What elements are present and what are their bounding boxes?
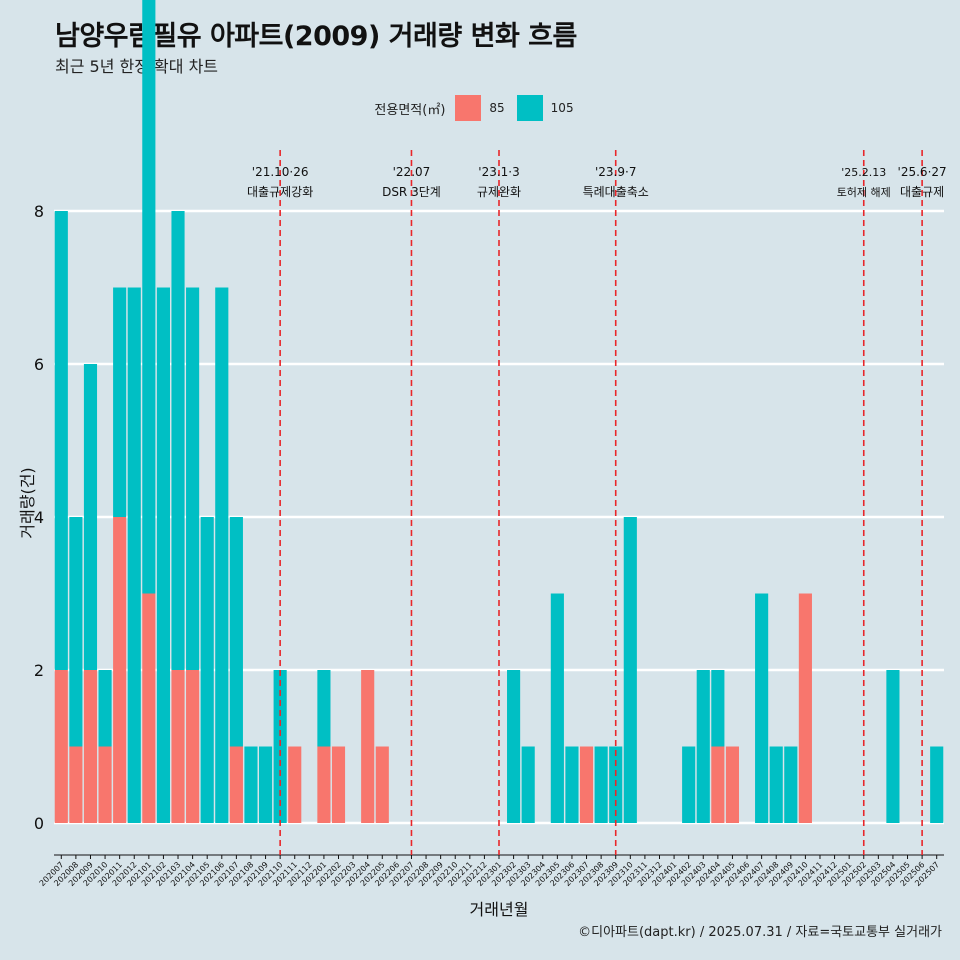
bar-105-202105 <box>200 517 214 823</box>
bar-105-202308 <box>594 746 608 823</box>
event-date-202309: '23.9·7 <box>595 165 636 179</box>
caption: ©디아파트(dapt.kr) / 2025.07.31 / 자료=국토교통부 실… <box>578 925 942 940</box>
event-date-202502: '25.2.13 <box>841 166 886 179</box>
bar-85-202104 <box>186 670 200 823</box>
event-date-202506: '25.6·27 <box>898 165 947 179</box>
event-label-202207: DSR 3단계 <box>382 185 441 199</box>
bar-85-202307 <box>579 746 594 823</box>
bar-105-202008 <box>69 517 83 747</box>
chart-title: 남양우림필유 아파트(2009) 거래량 변화 흐름 <box>55 21 577 52</box>
event-date-202110: '21.10·26 <box>252 165 309 179</box>
bar-105-202109 <box>258 746 273 823</box>
event-label-202502: 토허제 해제 <box>837 185 891 199</box>
bar-105-202305 <box>550 593 564 823</box>
bar-105-202504 <box>886 670 900 823</box>
bar-85-202008 <box>69 746 83 823</box>
bar-85-202103 <box>171 670 185 823</box>
bar-85-202204 <box>361 670 375 823</box>
y-tick-label: 6 <box>34 355 44 374</box>
event-label-202506: 대출규제 <box>900 185 944 199</box>
bar-105-202007 <box>54 211 68 670</box>
bar-85-202011 <box>113 517 127 823</box>
bar-85-202404 <box>711 746 725 823</box>
bar-105-202107 <box>229 517 243 747</box>
bar-85-202007 <box>54 670 68 823</box>
bar-105-202201 <box>317 670 331 747</box>
bar-105-202507 <box>930 746 944 823</box>
x-axis-title: 거래년월 <box>470 900 529 919</box>
bar-85-202205 <box>375 746 389 823</box>
bar-105-202310 <box>623 517 637 823</box>
legend-title: 전용면적(㎡) <box>374 102 446 118</box>
legend-label-105: 105 <box>550 101 574 115</box>
bar-105-202110 <box>273 670 287 823</box>
bar-105-202404 <box>711 670 725 747</box>
bar-85-202101 <box>142 593 156 823</box>
bar-105-202012 <box>127 287 141 823</box>
legend-key-105 <box>516 95 543 121</box>
legend-key-85 <box>455 95 482 121</box>
bar-85-202107 <box>229 746 243 823</box>
event-label-202110: 대출규제강화 <box>247 185 313 199</box>
bar-105-202103 <box>171 211 185 670</box>
legend: 전용면적(㎡) 85 105 <box>0 94 960 122</box>
event-label-202309: 특례대출축소 <box>583 185 649 199</box>
y-axis-title: 거래량(건) <box>18 467 37 538</box>
bar-105-202303 <box>521 746 535 823</box>
event-label-202301: 규제완화 <box>477 185 521 199</box>
bar-85-202010 <box>98 746 112 823</box>
bar-105-202010 <box>98 670 112 747</box>
bar-105-202402 <box>682 746 696 823</box>
y-tick-label: 2 <box>34 661 44 680</box>
event-date-202207: '22.07 <box>393 165 431 179</box>
bar-105-202409 <box>784 746 798 823</box>
y-tick-label: 4 <box>34 508 44 527</box>
bar-85-202201 <box>317 746 331 823</box>
bar-105-202106 <box>215 287 229 823</box>
bar-85-202202 <box>331 746 346 823</box>
chart-subtitle: 최근 5년 한정 확대 차트 <box>55 57 219 76</box>
y-tick-label: 8 <box>34 202 44 221</box>
event-date-202301: '23.1·3 <box>478 165 519 179</box>
bar-105-202009 <box>83 364 98 670</box>
legend-label-85: 85 <box>489 101 505 115</box>
bar-85-202111 <box>288 746 302 823</box>
bar-105-202306 <box>565 746 579 823</box>
bar-85-202405 <box>725 746 740 823</box>
bar-85-202410 <box>798 593 812 823</box>
bar-105-202104 <box>186 287 200 670</box>
bar-105-202101 <box>142 0 156 594</box>
bar-105-202302 <box>507 670 521 823</box>
bar-105-202108 <box>244 746 258 823</box>
bar-105-202011 <box>113 287 127 517</box>
y-tick-label: 0 <box>34 814 44 833</box>
bar-105-202102 <box>156 287 170 823</box>
bar-105-202407 <box>755 593 769 823</box>
bar-105-202403 <box>696 670 710 823</box>
bar-105-202408 <box>769 746 783 823</box>
bar-85-202009 <box>83 670 98 823</box>
